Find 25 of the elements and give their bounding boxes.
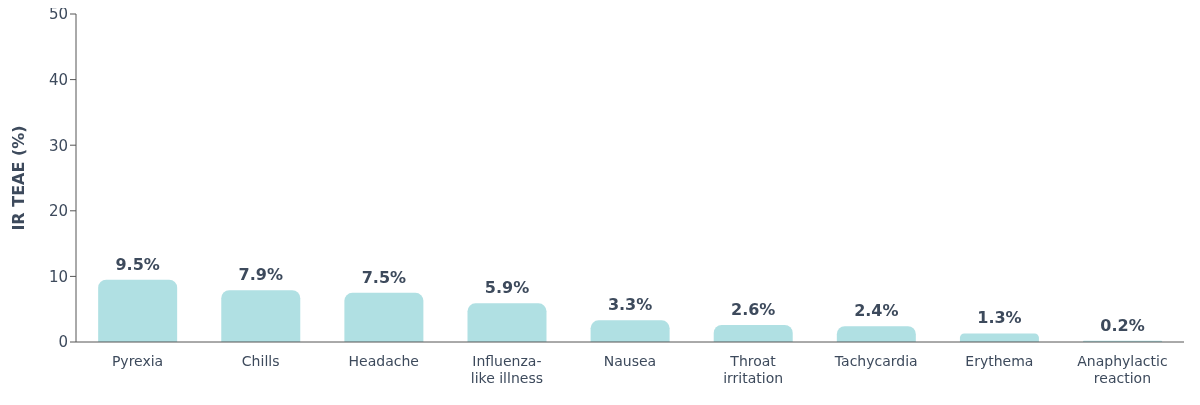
- x-tick-label: Tachycardia: [833, 353, 918, 369]
- y-tick-label: 30: [48, 136, 68, 155]
- x-tick-label: Headache: [348, 353, 419, 369]
- y-axis-title: IR TEAE (%): [8, 125, 28, 231]
- data-label: 3.3%: [607, 295, 653, 315]
- data-label: 2.4%: [854, 301, 899, 321]
- data-label: 1.3%: [977, 308, 1022, 328]
- x-tick-label: Chills: [241, 353, 280, 369]
- data-label: 5.9%: [484, 278, 530, 298]
- data-label: 7.5%: [361, 267, 407, 287]
- data-label: 2.6%: [731, 299, 776, 319]
- x-tick-label: Nausea: [603, 353, 657, 369]
- x-tick-label: Erythema: [965, 353, 1034, 369]
- data-label: 0.2%: [1100, 315, 1145, 335]
- data-label: 9.5%: [115, 254, 160, 274]
- x-tick-label: Throat irritation: [723, 353, 784, 386]
- data-label: 7.9%: [238, 265, 283, 285]
- y-tick-label: 0: [58, 333, 68, 352]
- y-tick-label: 50: [48, 5, 68, 24]
- y-tick-label: 40: [48, 70, 68, 89]
- x-tick-label: Anaphylactic reaction: [1077, 353, 1168, 386]
- y-tick-label: 10: [48, 267, 68, 286]
- x-tick-label: Influenza- like illness: [470, 353, 543, 386]
- x-tick-label: Pyrexia: [111, 353, 164, 369]
- y-tick-label: 20: [48, 202, 68, 221]
